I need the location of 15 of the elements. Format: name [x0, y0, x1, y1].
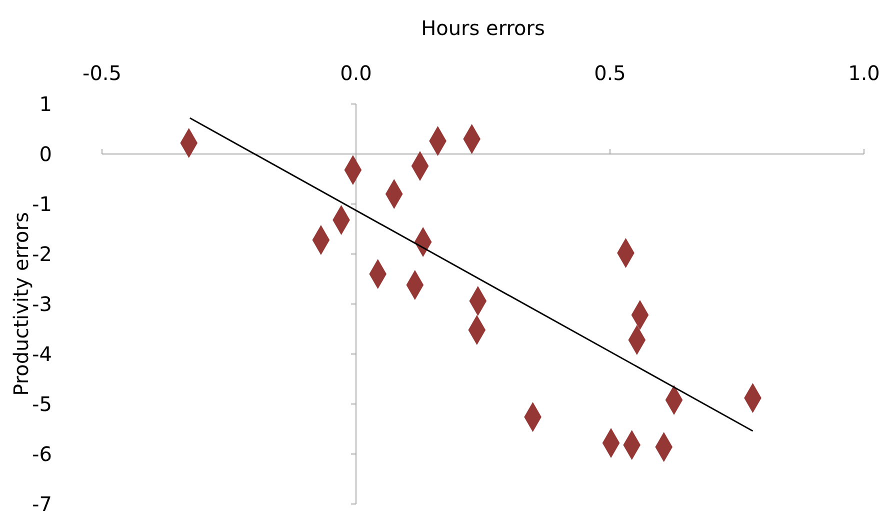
y-tick-label: -1	[32, 192, 52, 216]
y-tick-label: -2	[32, 242, 52, 266]
x-tick-label: 0.5	[594, 61, 626, 85]
y-tick-label: -3	[32, 292, 52, 316]
y-tick-label: -6	[32, 442, 52, 466]
y-tick-label: 0	[39, 142, 52, 166]
y-tick-label: 1	[39, 92, 52, 116]
y-tick-label: -4	[32, 342, 52, 366]
y-tick-label: -7	[32, 492, 52, 512]
x-tick-label: 1.0	[848, 61, 880, 85]
y-tick-label: -5	[32, 392, 52, 416]
x-tick-label: -0.5	[82, 61, 122, 85]
x-tick-label: 0.0	[340, 61, 372, 85]
y-axis-title: Productivity errors	[9, 212, 33, 396]
x-axis-title: Hours errors	[421, 16, 545, 40]
